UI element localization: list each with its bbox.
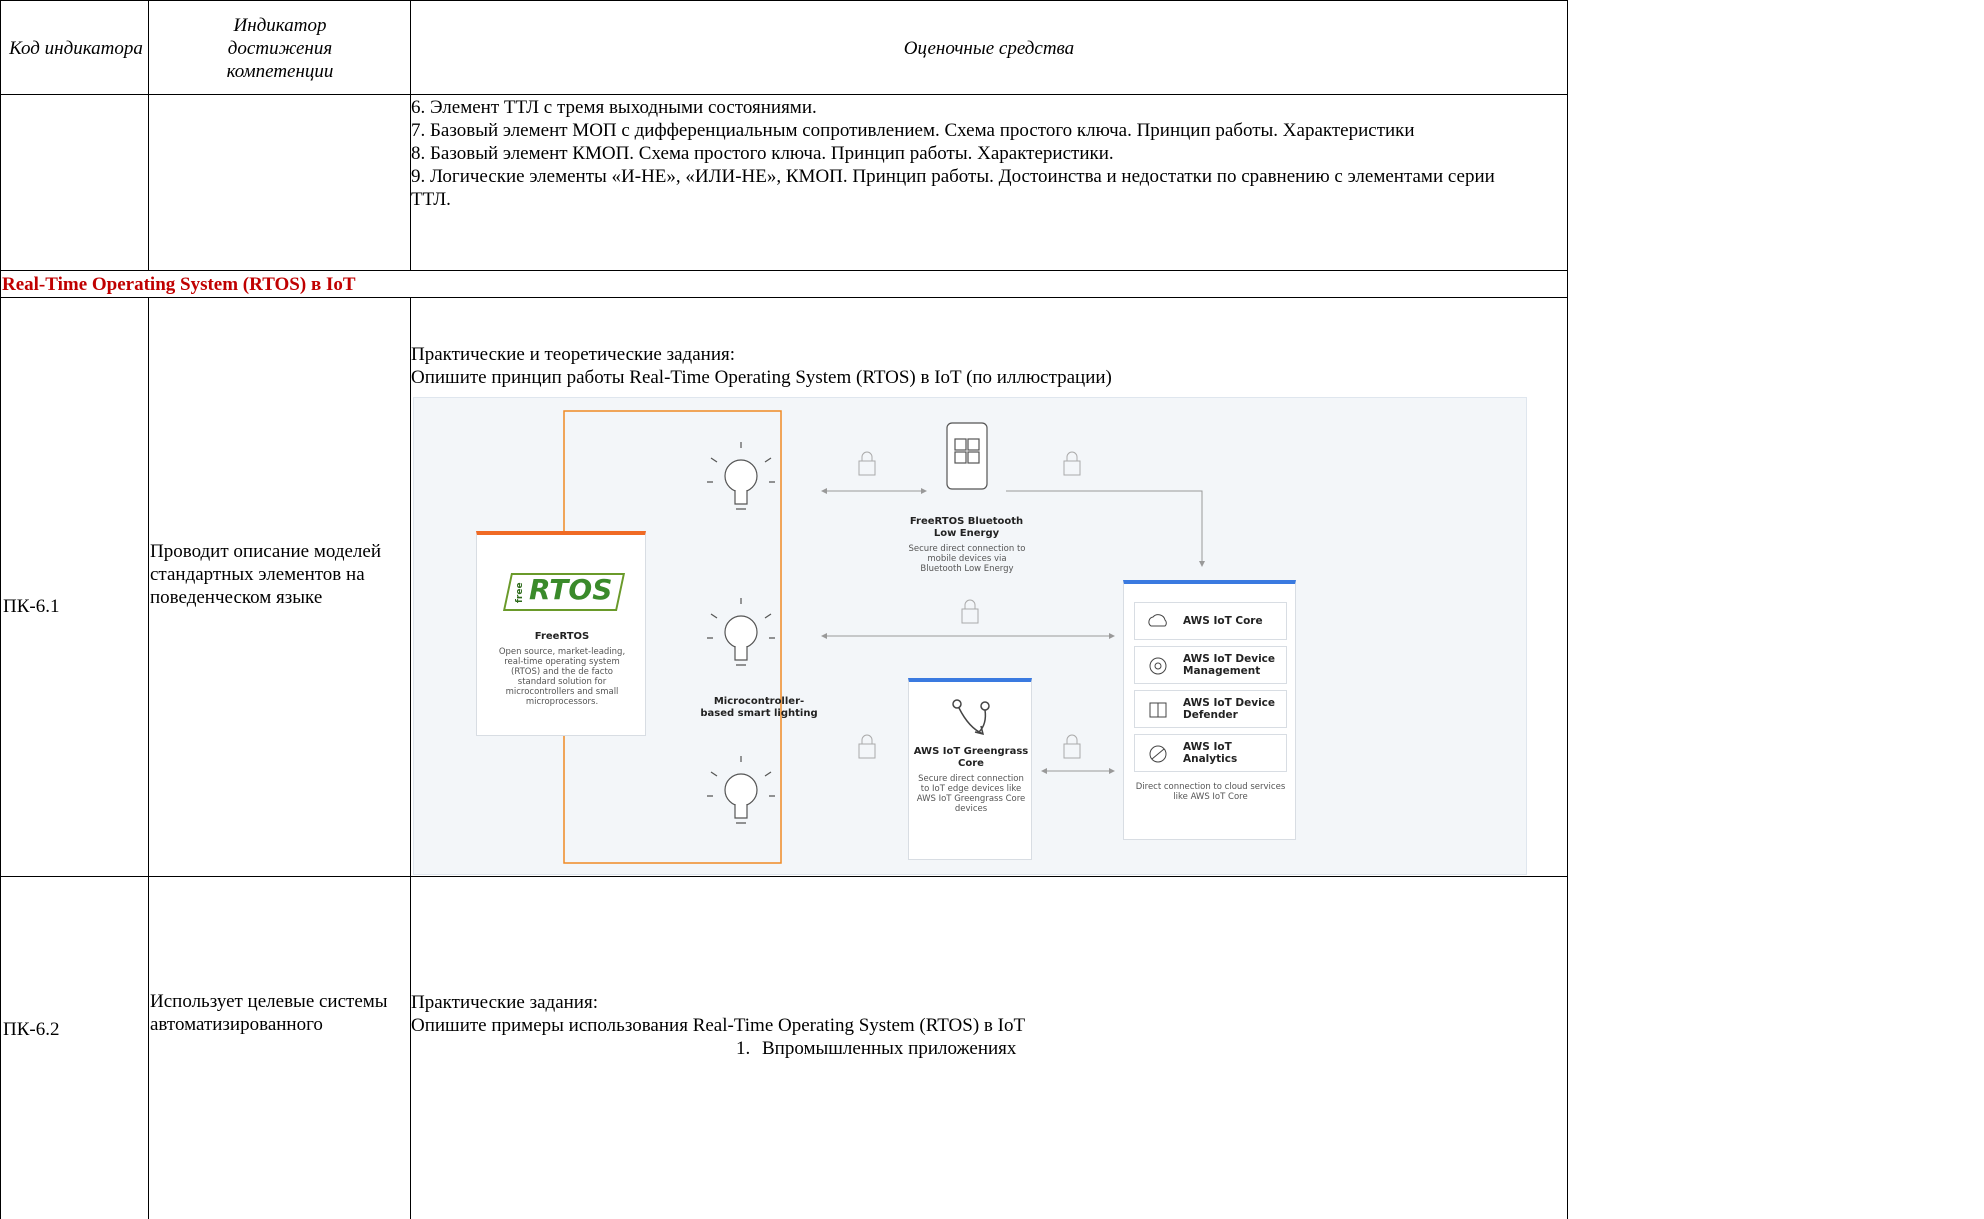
list-text: Впромышленных приложениях [762, 1038, 1017, 1059]
figure: free RTOS FreeRTOS Open source, market-l… [413, 397, 1527, 875]
freertos-text: Open source, market-leading, real-time o… [498, 647, 626, 707]
indicator: Использует целевые системы автоматизиров… [150, 991, 388, 1035]
service: AWS IoT Analytics [1134, 734, 1287, 772]
header-tools: Оценочные средства [903, 37, 1075, 59]
header-indicator: Индикатор достижения компетенции [226, 14, 334, 82]
border [1567, 0, 1568, 1219]
service-name: AWS IoT Core [1183, 615, 1263, 627]
item: 6. Элемент ТТЛ с тремя выходными состоян… [411, 97, 817, 118]
header-code: Код индикатора [9, 37, 143, 59]
code: ПК-6.1 [3, 596, 60, 617]
item: 7. Базовый элемент МОП с дифференциальны… [411, 120, 1415, 141]
border [0, 0, 1568, 1]
border [0, 94, 1568, 95]
services-note: Direct connection to cloud services like… [1135, 782, 1286, 802]
border [0, 876, 1568, 877]
greengrass-text: Secure direct connection to IoT edge dev… [916, 774, 1026, 814]
service: AWS IoT Device Management [1134, 646, 1287, 684]
service-name: AWS IoT Device Management [1183, 653, 1276, 677]
task: Опишите принцип работы Real-Time Operati… [411, 367, 1112, 388]
border [148, 297, 149, 1219]
service-name: AWS IoT Analytics [1183, 741, 1238, 765]
logo-free: free [515, 582, 525, 603]
lighting-label: Microcontroller-based smart lighting [700, 696, 818, 719]
border [0, 0, 1, 1219]
freertos-title: FreeRTOS [534, 631, 590, 642]
border [0, 270, 1568, 271]
task-title: Практические и теоретические задания: [411, 344, 736, 365]
indicator: Проводит описание моделей стандартных эл… [150, 541, 382, 608]
item: 9. Логические элементы «И-НЕ», «ИЛИ-НЕ»,… [411, 166, 1495, 210]
task-title: Практические задания: [411, 992, 598, 1013]
list-number: 1. [736, 1038, 751, 1059]
service: AWS IoT Core [1134, 602, 1287, 640]
border [148, 0, 149, 271]
border [410, 0, 411, 271]
freertos-card: free RTOS FreeRTOS Open source, market-l… [476, 531, 646, 736]
greengrass-card: AWS IoT Greengrass Core Secure direct co… [908, 678, 1032, 860]
services-card: AWS IoT Core AWS IoT Device Management A… [1123, 580, 1296, 840]
logo: RTOS [529, 573, 613, 606]
greengrass-icon [952, 699, 990, 736]
section-title: Real-Time Operating System (RTOS) в IoT [2, 274, 356, 295]
task: Опишите примеры использования Real-Time … [411, 1015, 1026, 1036]
item: 8. Базовый элемент КМОП. Схема простого … [411, 143, 1114, 164]
figure-graphics [563, 410, 1205, 864]
border [0, 297, 1568, 298]
ble-title: FreeRTOS Bluetooth Low Energy [909, 516, 1024, 539]
code: ПК-6.2 [3, 1019, 60, 1040]
service-name: AWS IoT Device Defender [1183, 697, 1276, 721]
ble-text: Secure direct connection to mobile devic… [908, 544, 1026, 574]
greengrass-title: AWS IoT Greengrass Core [913, 746, 1029, 769]
service: AWS IoT Device Defender [1134, 690, 1287, 728]
border [410, 297, 411, 1219]
items: 6. Элемент ТТЛ с тремя выходными состоян… [411, 96, 1567, 211]
